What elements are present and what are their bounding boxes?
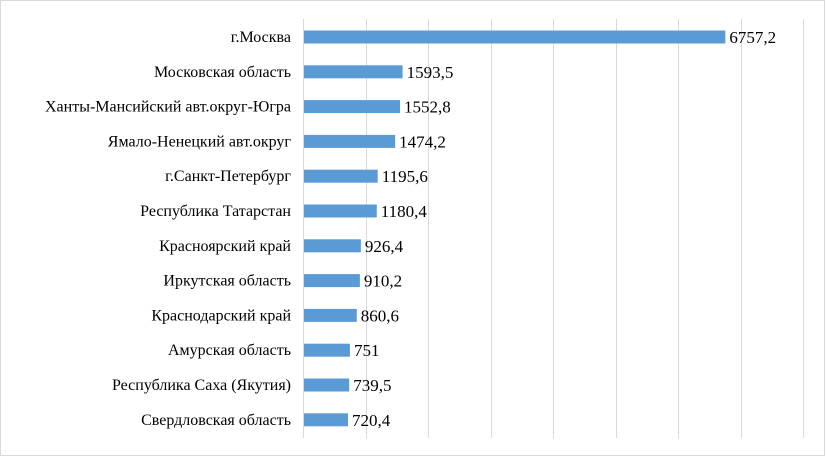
category-label-11: Свердловская область	[141, 412, 291, 429]
category-label-7: Иркутская область	[163, 273, 291, 290]
bar-7	[304, 274, 360, 288]
category-label-5: Республика Татарстан	[140, 203, 291, 220]
bar-0	[304, 30, 726, 44]
bar-9	[304, 343, 350, 357]
value-label-0: 6757,2	[729, 28, 776, 47]
value-label-5: 1180,4	[381, 202, 428, 221]
value-label-6: 926,4	[365, 237, 404, 256]
bars	[304, 30, 726, 427]
bar-10	[304, 378, 350, 392]
category-label-8: Краснодарский край	[151, 307, 291, 324]
category-label-4: г.Санкт-Петербург	[165, 168, 291, 185]
value-label-10: 739,5	[353, 376, 391, 395]
bar-8	[304, 308, 357, 322]
bar-2	[304, 100, 401, 114]
category-label-3: Ямало-Ненецкий авт.округ	[108, 133, 292, 150]
bar-4	[304, 169, 378, 183]
bar-3	[304, 134, 396, 148]
value-label-2: 1552,8	[404, 98, 451, 117]
category-label-0: г.Москва	[231, 29, 291, 46]
value-label-11: 720,4	[352, 411, 391, 430]
value-label-7: 910,2	[364, 272, 402, 291]
category-label-1: Московская область	[154, 64, 291, 81]
value-label-1: 1593,5	[407, 63, 454, 82]
bar-5	[304, 204, 377, 218]
gridlines	[303, 19, 804, 438]
category-label-6: Красноярский край	[159, 238, 291, 255]
category-label-2: Ханты-Мансийский авт.округ-Югра	[45, 99, 291, 116]
bar-11	[304, 413, 349, 427]
value-label-9: 751	[354, 341, 380, 360]
category-label-10: Республика Саха (Якутия)	[112, 377, 291, 394]
bar-1	[304, 65, 403, 79]
value-label-3: 1474,2	[399, 132, 446, 151]
bar-6	[304, 239, 361, 253]
labels: г.Москва 6757,2 Московская область 1593,5 Ха…	[45, 28, 776, 430]
category-label-9: Амурская область	[168, 342, 291, 359]
value-label-8: 860,6	[361, 306, 399, 325]
value-label-4: 1195,6	[382, 167, 428, 186]
